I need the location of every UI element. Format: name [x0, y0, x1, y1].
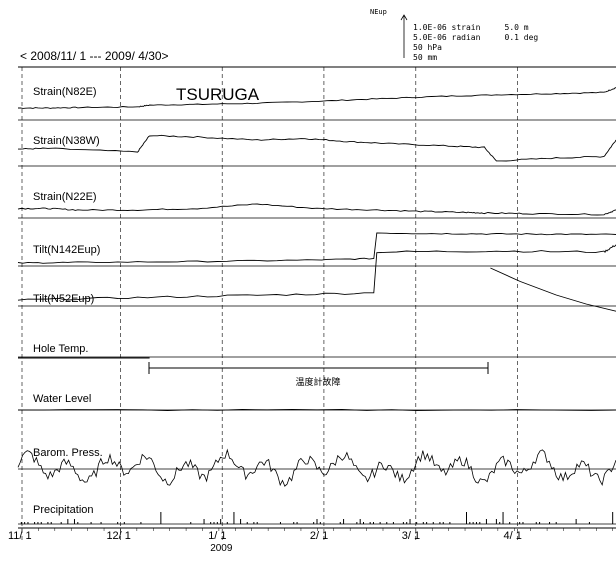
date-range-label: < 2008/11/ 1 --- 2009/ 4/30>: [20, 49, 169, 63]
scale-legend-line: 1.0E-06 strain 5.0 m: [413, 23, 529, 32]
series-label: Strain(N82E): [33, 86, 97, 98]
series-line: [17, 87, 616, 109]
panel: Tilt(N142Eup): [17, 217, 616, 264]
scale-legend-line: 5.0E-06 radian 0.1 deg: [413, 33, 538, 42]
panel: Barom. Press.: [17, 409, 616, 487]
panel: Strain(N82E): [17, 86, 616, 109]
chart-title: TSURUGA: [176, 85, 260, 104]
x-tick-label: 3/ 1: [402, 530, 420, 542]
panels: Strain(N82E) Strain(N38W) Strain(N22E) Tilt…: [17, 86, 616, 525]
x-tick-label: 1/ 1: [208, 530, 226, 542]
scale-legend-line: 50 mm: [413, 53, 437, 62]
scale-arrow-icon: [400, 14, 408, 21]
year-label: 2009: [210, 543, 233, 554]
panel: Tilt(N52Eup): [17, 244, 616, 305]
series-label: Barom. Press.: [33, 447, 103, 459]
x-tick-label: 12/ 1: [106, 530, 130, 542]
series-label: Tilt(N142Eup): [33, 244, 100, 256]
series-line: [17, 232, 616, 264]
scale-arrow-label: NEup: [370, 8, 387, 16]
annotation-text: 温度計故障: [295, 376, 340, 387]
series-line: [17, 448, 616, 487]
series-label: Strain(N22E): [33, 191, 97, 203]
panel: Strain(N38W): [18, 119, 616, 162]
x-tick-label: 2/ 1: [310, 530, 328, 542]
panel: Hole Temp.: [18, 267, 616, 359]
series-line: [18, 134, 616, 162]
month-gridlines: [21, 67, 518, 542]
series-line: [17, 244, 616, 301]
panel: Precipitation: [18, 468, 616, 525]
x-tick-label: 11/ 1: [8, 530, 32, 542]
series-label: Water Level: [33, 393, 91, 405]
series-line: [17, 203, 616, 216]
scale-legend-line: 50 hPa: [413, 43, 442, 52]
panel: Strain(N22E): [17, 165, 616, 216]
scale-legend: NEup 1.0E-06 strain 5.0 m 5.0E-06 radian…: [370, 8, 538, 62]
series-label: Strain(N38W): [33, 135, 100, 147]
series-label: Precipitation: [33, 504, 94, 516]
x-axis: 11/ 1 12/ 1 1/ 1 2/ 1 3/ 1 4/ 1 2009: [8, 528, 613, 554]
series-label: Hole Temp.: [33, 343, 88, 355]
series-line: [490, 267, 616, 312]
sensor-failure-annotation: 温度計故障: [148, 362, 489, 387]
x-tick-label: 4/ 1: [504, 530, 522, 542]
